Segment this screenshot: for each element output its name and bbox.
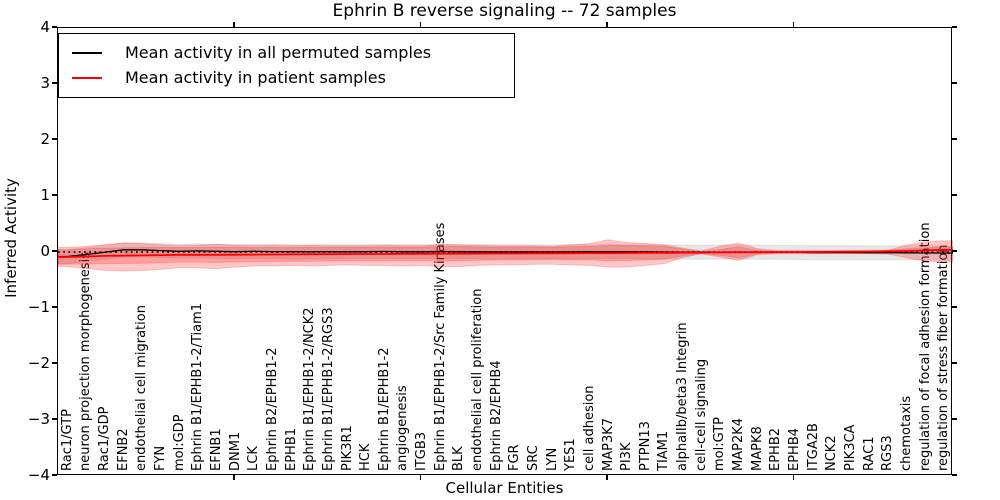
y-tick-mark-right [952,194,957,196]
chart-title: Ephrin B reverse signaling -- 72 samples [332,1,677,21]
legend-item: Mean activity in all permuted samples [72,42,504,62]
legend-item: Mean activity in patient samples [72,69,504,87]
x-tick-mark-top [606,22,608,27]
x-tick-mark-top [233,22,235,27]
patient-mean-line [58,248,953,258]
y-tick-mark-right [952,82,957,84]
y-tick-mark-left [52,362,57,364]
y-tick-mark-right [952,362,957,364]
y-tick-mark-left [52,82,57,84]
y-tick-label: −3 [27,410,50,428]
patient-samples-outer-band [58,239,953,272]
x-tick-mark-bottom [233,475,235,480]
x-tick-mark-top [419,22,422,27]
y-tick-mark-left [52,474,57,476]
y-tick-mark-left [52,418,57,420]
y-tick-label: −1 [27,298,50,316]
x-axis-label: Cellular Entities [445,479,564,497]
legend-line-sample-icon [72,77,102,80]
y-tick-mark-right [952,306,957,308]
y-tick-mark-right [952,250,957,252]
y-tick-label: 0 [40,242,50,260]
y-tick-mark-right [952,474,957,476]
y-tick-mark-left [52,194,57,196]
y-tick-label: 4 [40,18,50,36]
legend-box: Mean activity in all permuted samples Mea… [58,33,515,98]
y-tick-mark-left [52,138,57,140]
chart-canvas [58,239,953,272]
y-tick-label: −2 [27,354,50,372]
y-tick-mark-right [952,138,957,140]
y-tick-mark-left [52,250,57,252]
x-tick-mark-bottom [606,475,608,480]
x-tick-mark-top [792,22,795,27]
y-tick-label: 3 [40,74,50,92]
y-tick-mark-left [52,26,57,28]
legend-line-sample-icon [72,51,102,54]
y-tick-mark-right [952,26,957,28]
y-tick-mark-right [952,418,957,420]
legend-item-label: Mean activity in all permuted samples [125,42,432,62]
patient-samples-inner-band [58,244,953,265]
y-tick-label: 1 [40,186,50,204]
x-tick-mark-bottom [792,475,795,480]
y-tick-label: −4 [27,466,50,484]
legend-item-label: Mean activity in patient samples [125,68,386,88]
plot-area: Rac1/GTP neuron projection morphogenesis R… [57,27,953,475]
y-tick-label: 2 [40,130,50,148]
x-tick-mark-bottom [419,475,422,480]
y-tick-mark-left [52,306,57,308]
